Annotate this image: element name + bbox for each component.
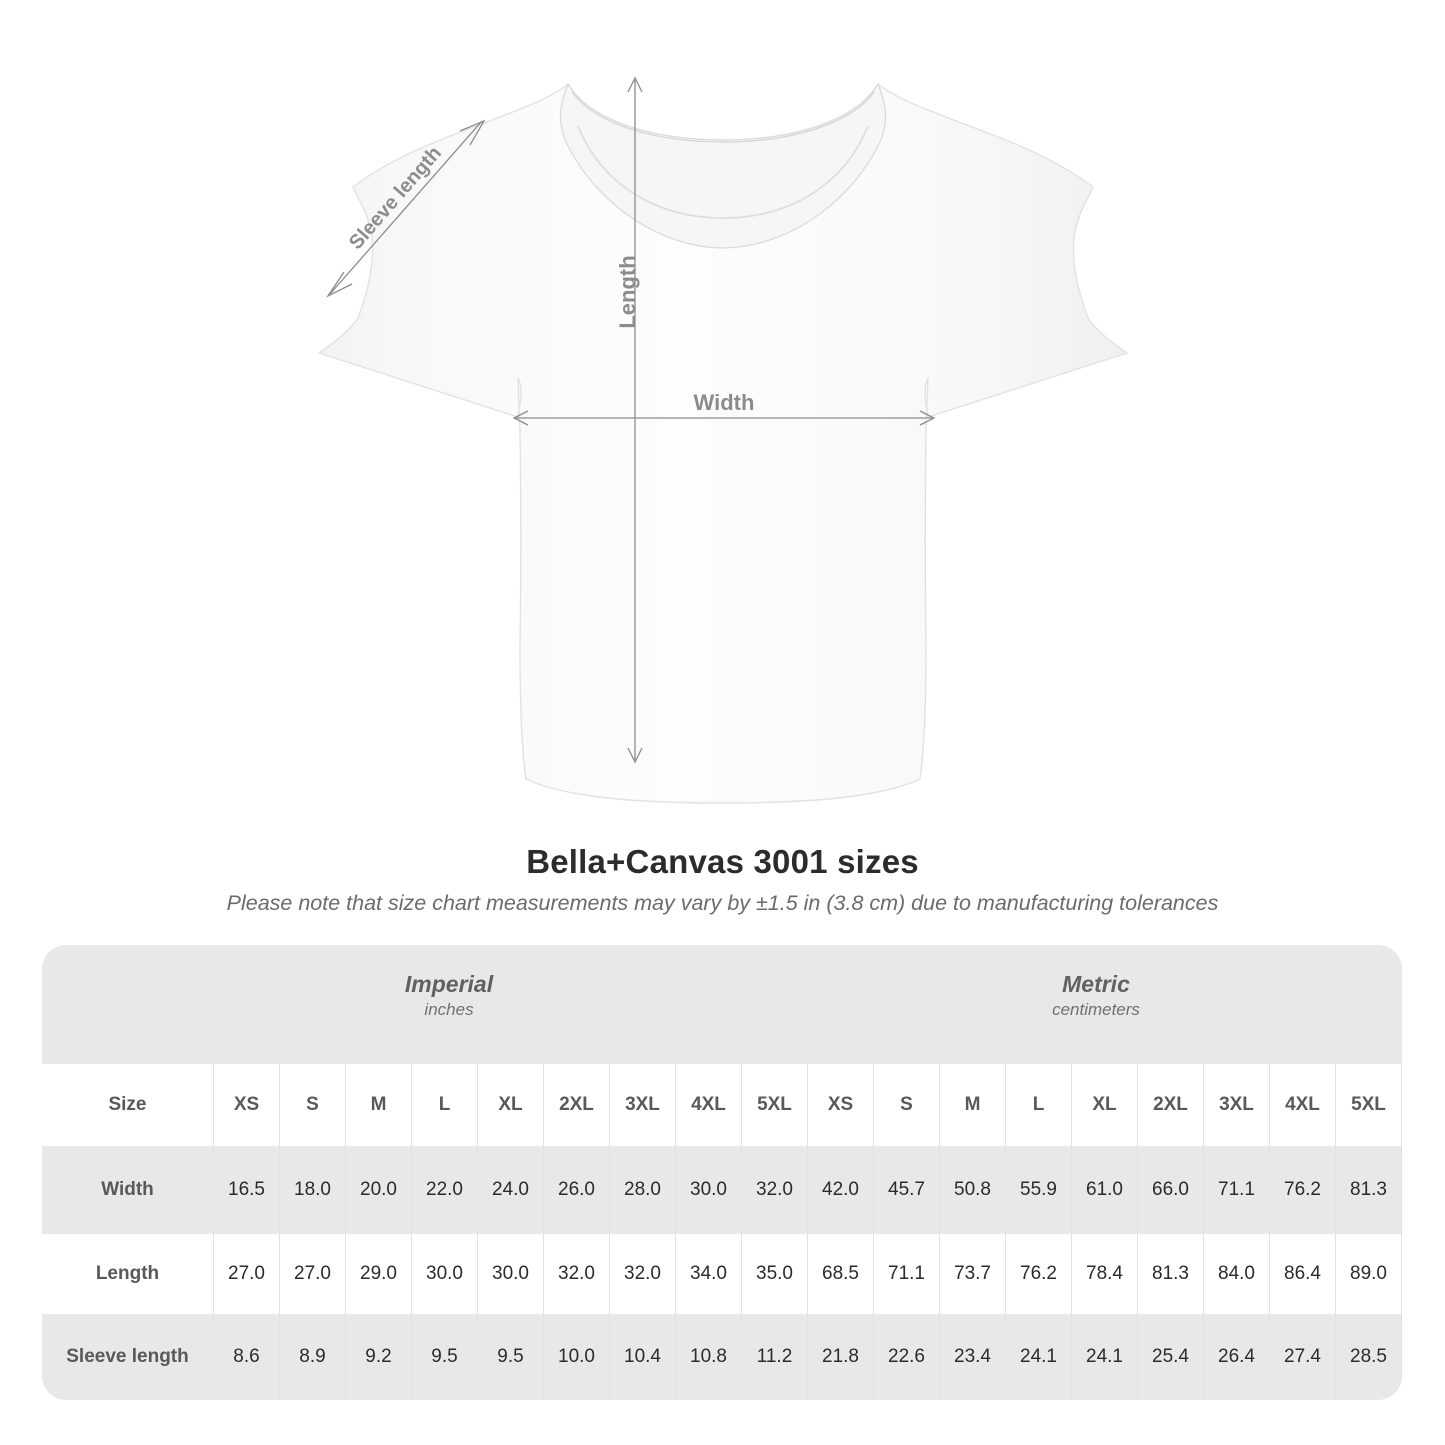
svg-text:Width: Width bbox=[694, 390, 755, 415]
svg-text:Length: Length bbox=[615, 255, 640, 328]
